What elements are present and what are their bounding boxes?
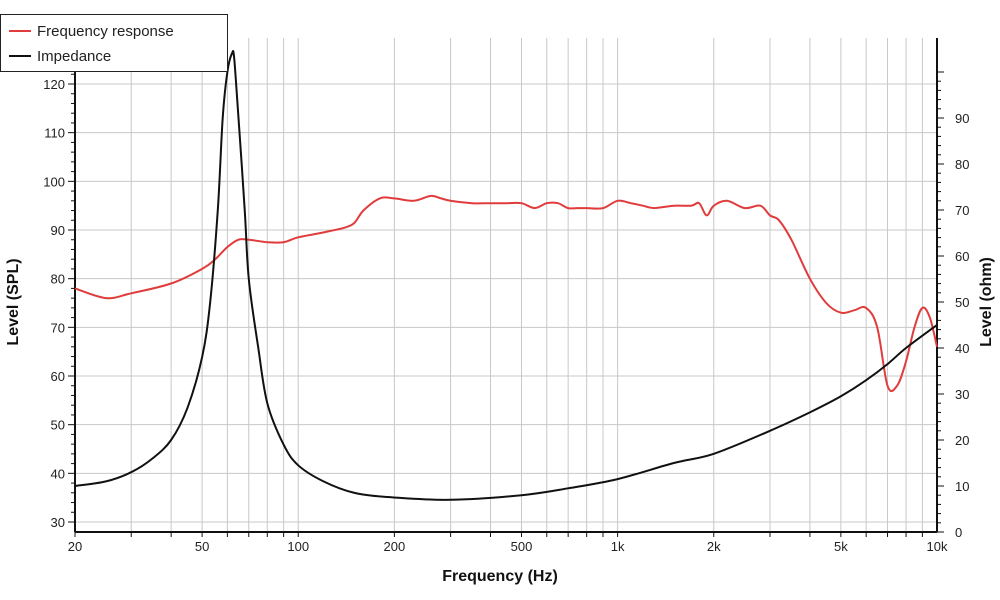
y-tick-label: 50	[51, 418, 65, 433]
y2-tick-label: 70	[955, 203, 969, 218]
y-tick-label: 120	[43, 77, 65, 92]
y-axis-title-right: Level (ohm)	[978, 257, 995, 347]
x-tick-label: 100	[287, 539, 309, 554]
y2-tick-label: 20	[955, 433, 969, 448]
x-tick-label: 2k	[707, 539, 721, 554]
y-tick-label: 100	[43, 174, 65, 189]
x-tick-label: 200	[384, 539, 406, 554]
y-tick-label: 30	[51, 515, 65, 530]
legend-swatch-frequency-response	[9, 30, 31, 32]
series-line-frequency-response	[74, 194, 938, 393]
legend: Frequency response Impedance	[0, 14, 228, 72]
x-axis-title: Frequency (Hz)	[442, 568, 558, 585]
y-tick-label: 60	[51, 369, 65, 384]
legend-label-impedance: Impedance	[37, 47, 112, 65]
y-tick-label: 110	[44, 126, 65, 141]
y2-tick-label: 60	[955, 249, 969, 264]
legend-item-impedance: Impedance	[9, 46, 111, 66]
x-tick-label: 50	[195, 539, 209, 554]
y-axis-title-left: Level (SPL)	[5, 258, 22, 346]
x-tick-label: 10k	[927, 539, 948, 554]
legend-swatch-impedance	[9, 55, 31, 57]
series-line-impedance	[74, 50, 938, 501]
x-tick-label: 5k	[834, 539, 848, 554]
legend-item-frequency-response: Frequency response	[9, 21, 174, 41]
y-tick-label: 70	[51, 320, 65, 335]
y2-tick-label: 80	[955, 157, 969, 172]
x-tick-label: 500	[511, 539, 533, 554]
grid	[74, 38, 938, 532]
x-tick-label: 20	[68, 539, 82, 554]
y-tick-label: 80	[51, 272, 65, 287]
y2-tick-label: 0	[955, 525, 962, 540]
y2-tick-label: 90	[955, 111, 969, 126]
y-tick-label: 90	[51, 223, 65, 238]
y2-tick-label: 30	[955, 387, 969, 402]
y2-tick-label: 50	[955, 295, 969, 310]
y-tick-label: 40	[51, 466, 65, 481]
y2-tick-label: 10	[955, 479, 969, 494]
y2-tick-label: 40	[955, 341, 969, 356]
x-tick-label: 1k	[611, 539, 625, 554]
legend-label-frequency-response: Frequency response	[37, 22, 174, 40]
